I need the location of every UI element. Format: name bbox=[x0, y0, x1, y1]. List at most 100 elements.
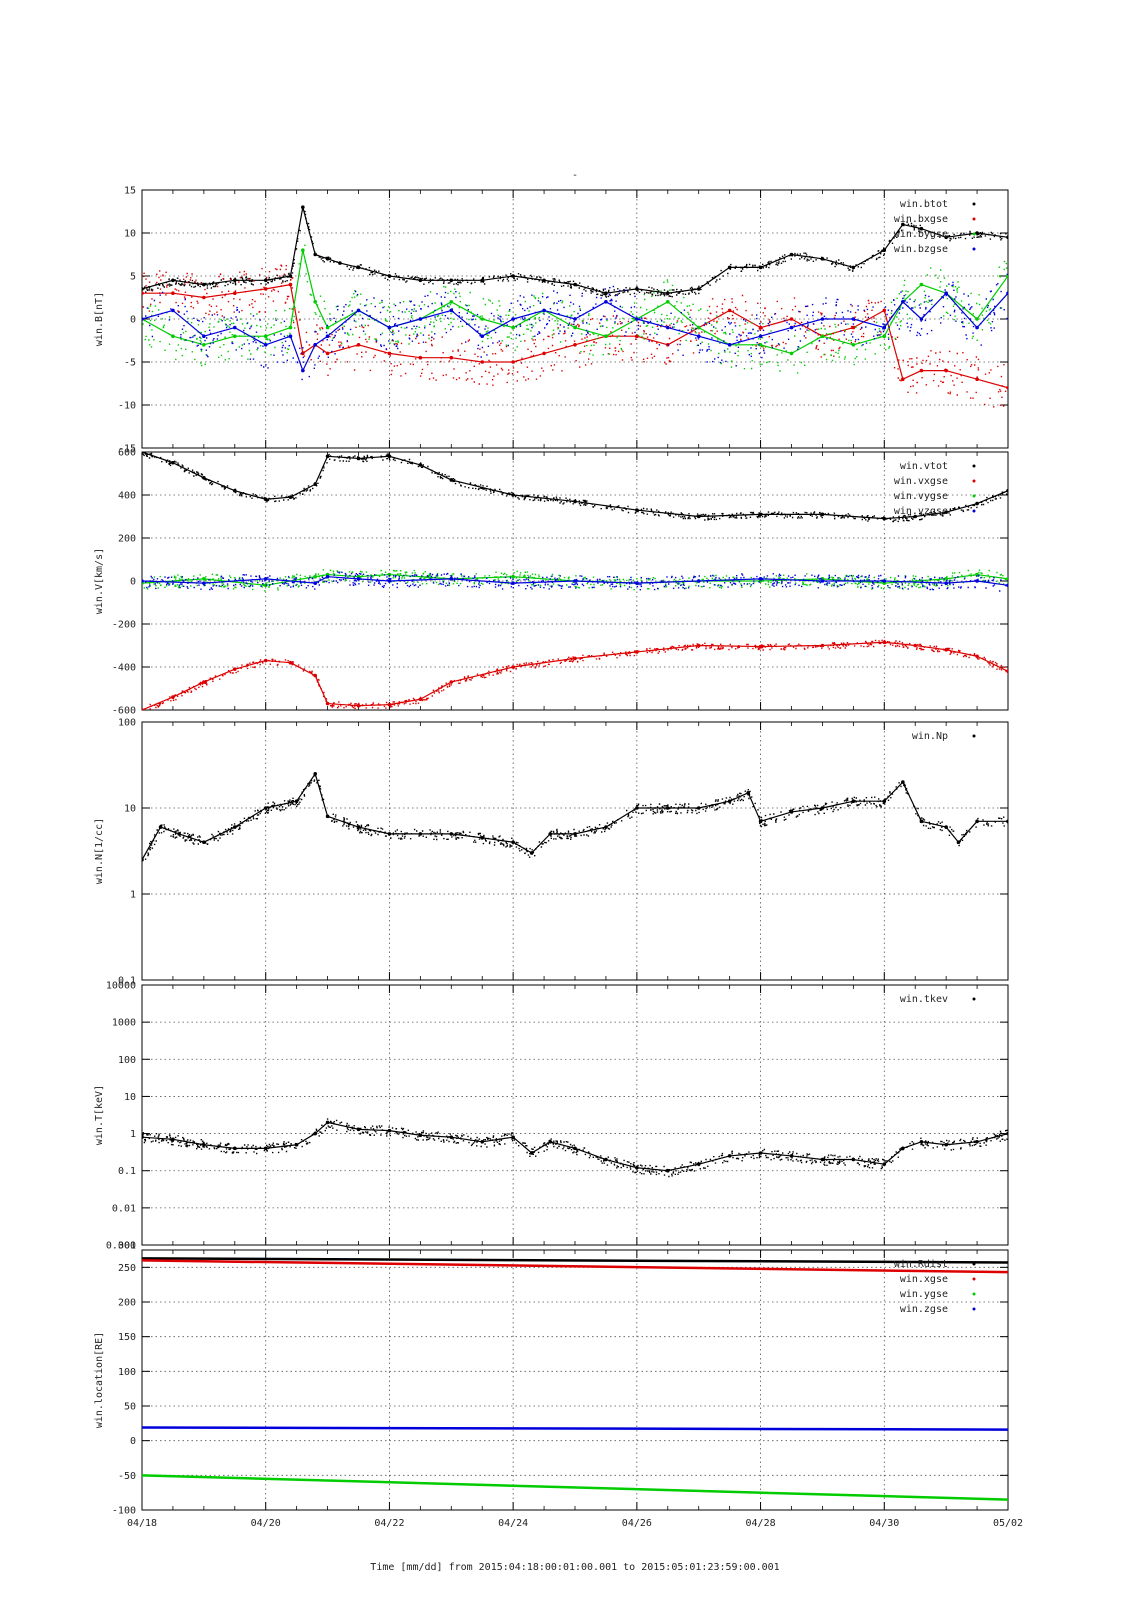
legend-marker bbox=[972, 1262, 976, 1266]
legend-marker bbox=[972, 997, 976, 1001]
data-point bbox=[338, 261, 342, 265]
data-point bbox=[387, 1128, 392, 1133]
data-point bbox=[418, 832, 423, 836]
data-point bbox=[449, 478, 454, 482]
legend-label: win.btot bbox=[900, 199, 948, 210]
y-tick-label: 300 bbox=[118, 1241, 136, 1252]
data-point bbox=[820, 334, 825, 339]
data-point bbox=[1006, 583, 1008, 588]
panel-1: -15 -10 -5 0 5 10 15 win.B[nT] win.btot win.bxgse… bbox=[94, 186, 1009, 455]
figure-title: - bbox=[572, 170, 578, 181]
data-point bbox=[511, 581, 515, 585]
data-point bbox=[635, 1165, 639, 1170]
y-tick-label: 0.1 bbox=[118, 1166, 136, 1177]
data-point bbox=[573, 343, 577, 347]
data-point bbox=[232, 825, 237, 829]
data-point bbox=[573, 325, 577, 330]
data-point bbox=[696, 334, 701, 339]
scatter-texture-win.Np bbox=[144, 775, 1008, 860]
data-point bbox=[202, 295, 206, 300]
data-point bbox=[635, 317, 639, 321]
data-point bbox=[418, 317, 423, 321]
data-point bbox=[449, 832, 454, 836]
data-point bbox=[851, 343, 856, 347]
data-point bbox=[919, 282, 924, 287]
data-point bbox=[604, 300, 608, 304]
data-point bbox=[975, 501, 979, 506]
y-tick-label: 0 bbox=[130, 315, 136, 326]
data-point bbox=[325, 351, 330, 356]
y-tick-label: -200 bbox=[112, 620, 136, 631]
data-point bbox=[301, 248, 305, 252]
legend-marker bbox=[972, 1307, 976, 1311]
data-point bbox=[171, 278, 175, 283]
data-point bbox=[202, 581, 206, 585]
data-point bbox=[975, 377, 979, 382]
data-point bbox=[511, 1135, 515, 1139]
data-point bbox=[975, 1140, 979, 1144]
data-point bbox=[480, 334, 485, 339]
series-group bbox=[142, 771, 1008, 862]
panel-4: 0.001 0.01 0.1 1 10 100 1000 10000 300 win.T[keV]… bbox=[94, 981, 1009, 1252]
data-point bbox=[325, 1120, 330, 1125]
scatter-texture-win.vtot bbox=[142, 452, 1008, 523]
y-tick-label: -15 bbox=[118, 444, 136, 455]
x-tick-label: 04/28 bbox=[746, 1518, 776, 1529]
data-point bbox=[758, 343, 763, 347]
data-point bbox=[882, 248, 887, 252]
scatter-texture-win.bygse bbox=[142, 244, 1008, 374]
data-point bbox=[232, 325, 237, 330]
data-point bbox=[511, 274, 515, 278]
y-tick-label: 400 bbox=[118, 491, 136, 502]
x-tick-label: 04/26 bbox=[622, 1518, 652, 1529]
data-point bbox=[313, 300, 318, 304]
y-tick-label: 100 bbox=[118, 1367, 136, 1378]
y-tick-label: 600 bbox=[118, 448, 136, 459]
x-tick-label: 04/20 bbox=[251, 1518, 281, 1529]
data-point bbox=[142, 317, 144, 321]
legend-marker bbox=[972, 494, 976, 498]
data-point bbox=[758, 334, 763, 339]
data-point bbox=[142, 287, 144, 291]
data-point bbox=[1006, 1131, 1008, 1136]
data-point bbox=[901, 377, 905, 382]
data-point bbox=[313, 343, 318, 347]
y-tick-label: 1000 bbox=[112, 1018, 136, 1029]
data-point bbox=[142, 708, 144, 710]
data-point bbox=[975, 231, 979, 235]
data-point bbox=[449, 1135, 454, 1139]
data-point bbox=[171, 308, 175, 313]
data-point bbox=[1006, 488, 1008, 493]
data-point bbox=[901, 1146, 905, 1151]
data-point bbox=[604, 334, 608, 339]
data-point bbox=[142, 857, 144, 862]
data-point bbox=[604, 825, 608, 829]
series-trace-win.vxgse bbox=[142, 641, 1008, 710]
legend-label: win.bzgse bbox=[894, 244, 948, 255]
data-point bbox=[696, 806, 701, 810]
y-axis-label: win.T[keV] bbox=[94, 1085, 105, 1145]
x-axis: 04/18 04/20 04/22 04/24 04/26 04/28 04/30 05/02 bbox=[127, 1518, 1023, 1529]
data-point bbox=[418, 355, 423, 360]
y-tick-label: 50 bbox=[124, 1402, 136, 1413]
x-tick-label: 04/30 bbox=[869, 1518, 899, 1529]
panel-2: -600 -400 -200 0 200 400 600 win.V[km/s] win.vto… bbox=[94, 448, 1009, 717]
y-tick-label: 10 bbox=[124, 1092, 136, 1103]
data-point bbox=[789, 325, 794, 330]
data-point bbox=[202, 334, 206, 339]
y-tick-label: -100 bbox=[112, 1506, 136, 1517]
y-axis-label: win.location[RE] bbox=[94, 1332, 105, 1428]
series-line-win.zgse bbox=[142, 1426, 1008, 1431]
data-point bbox=[313, 574, 318, 579]
data-point bbox=[758, 577, 763, 581]
data-point bbox=[325, 574, 330, 579]
series-group bbox=[142, 1257, 1008, 1501]
data-point bbox=[356, 577, 361, 581]
data-point bbox=[288, 334, 293, 339]
data-point bbox=[263, 287, 268, 291]
y-tick-label: 0.1 bbox=[118, 976, 136, 987]
legend-marker bbox=[972, 464, 976, 468]
panel-3: 0.1 1 10 100 win.N[1/cc] win.Np bbox=[94, 718, 1009, 987]
data-point bbox=[288, 282, 293, 287]
